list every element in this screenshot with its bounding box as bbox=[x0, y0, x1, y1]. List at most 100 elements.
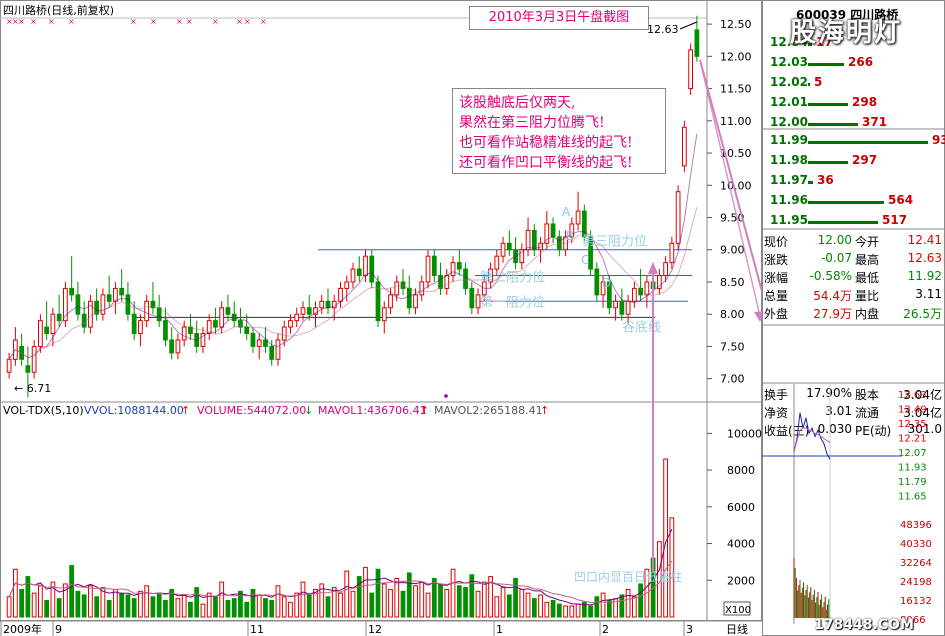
vol-tick-label: 8000 bbox=[727, 464, 755, 477]
price-tick-label: 7.50 bbox=[720, 340, 745, 353]
candle-body bbox=[138, 320, 143, 335]
candle-body bbox=[363, 255, 368, 277]
volume-bar bbox=[513, 577, 518, 618]
candle-body bbox=[188, 326, 193, 335]
candle-body bbox=[75, 294, 81, 315]
candle-body bbox=[388, 294, 393, 309]
mavol1-value: MAVOL1:436706.41 bbox=[318, 404, 427, 417]
volume-bar bbox=[519, 588, 525, 618]
candle-body bbox=[238, 320, 243, 328]
intraday-vol-tick: 32264 bbox=[900, 558, 932, 569]
high-pointer bbox=[679, 21, 698, 30]
quote-value: 27.9万 bbox=[813, 307, 852, 321]
r1-label: 第一阻力位 bbox=[480, 295, 545, 310]
candle-body bbox=[219, 307, 225, 328]
volume-bar bbox=[125, 594, 131, 618]
candle-body bbox=[313, 307, 318, 315]
order-book-row: 11.98 297 bbox=[762, 153, 945, 171]
order-volume: 564 bbox=[888, 193, 914, 207]
x-tick-label: 3 bbox=[686, 623, 693, 636]
volume-bar bbox=[444, 588, 450, 618]
volume-bar bbox=[619, 594, 625, 618]
candle-body bbox=[325, 300, 331, 309]
volume-bar bbox=[169, 588, 175, 618]
signal-mark: × bbox=[212, 17, 219, 26]
candle-body bbox=[663, 262, 668, 277]
volume-bar bbox=[38, 585, 43, 618]
volume-bar bbox=[88, 585, 93, 618]
candle-body bbox=[444, 275, 450, 289]
candle-body bbox=[569, 223, 575, 238]
order-volume: 934 bbox=[932, 133, 945, 147]
volume-bar bbox=[600, 592, 606, 618]
price-tick-label: 11.00 bbox=[720, 115, 752, 128]
intraday-price-tick: 12.49 bbox=[898, 405, 927, 416]
volume-bar bbox=[488, 576, 493, 618]
order-volume: 266 bbox=[848, 55, 874, 69]
volume-bar bbox=[469, 574, 475, 618]
candle-body bbox=[344, 281, 350, 289]
x-tick-label: 2 bbox=[602, 623, 609, 636]
volume-bar bbox=[75, 590, 81, 618]
candle-body bbox=[206, 320, 212, 335]
volume-bar bbox=[363, 566, 368, 618]
quote-label: 净资 bbox=[764, 406, 789, 420]
volume-bar bbox=[481, 581, 487, 618]
quote-label: 涨幅 bbox=[764, 271, 789, 285]
volume-value: VOLUME:544072.00 bbox=[197, 404, 306, 417]
volume-bar bbox=[219, 581, 225, 618]
candle-body bbox=[606, 281, 612, 309]
volume-bar bbox=[456, 585, 462, 618]
candle-body bbox=[181, 326, 187, 341]
candle-body bbox=[550, 223, 556, 238]
signal-mark: × bbox=[68, 17, 75, 26]
analysis-callout: 该股触底后仅两天, 果然在第三阻力位腾飞! 也可看作站稳精准线的起飞! 还可看作… bbox=[452, 88, 666, 174]
vol-tick-label: 6000 bbox=[727, 501, 755, 514]
quote-panel: 600039 四川路桥 12.04 17 12.03 266 12.02 5 12.01 29… bbox=[762, 0, 945, 636]
volume-note: 凹口内显百日低量柱 bbox=[574, 569, 682, 584]
order-volume: 5 bbox=[814, 75, 823, 89]
candle-body bbox=[544, 223, 550, 244]
candle-body bbox=[369, 255, 375, 283]
candle-body bbox=[394, 281, 400, 296]
volume-bar bbox=[50, 581, 56, 618]
candle-body bbox=[63, 287, 68, 322]
volume-bar bbox=[413, 585, 418, 618]
candle-body bbox=[44, 326, 50, 335]
volume-bar bbox=[425, 592, 431, 618]
x-tick-label: 11 bbox=[250, 623, 264, 636]
quote-label: 换手 bbox=[764, 388, 789, 402]
quote-row: 外盘 27.9万 内盘 26.5万 bbox=[762, 305, 945, 325]
point-label: A bbox=[562, 205, 571, 219]
volume-bar bbox=[163, 599, 168, 618]
signal-mark: × bbox=[186, 17, 193, 26]
order-volume: 36 bbox=[817, 173, 834, 187]
intraday-vol-tick: 48396 bbox=[900, 520, 932, 531]
volume-bar bbox=[94, 596, 100, 618]
candle-body bbox=[494, 255, 500, 270]
volume-bar bbox=[631, 596, 637, 618]
r2-label: 第二阻力位 bbox=[480, 271, 545, 286]
candle-body bbox=[175, 339, 181, 354]
volume-bar bbox=[181, 594, 187, 618]
signal-mark: × bbox=[30, 17, 37, 26]
intraday-vol-tick: 24198 bbox=[900, 577, 932, 588]
volume-bar bbox=[269, 599, 275, 618]
signal-mark: × bbox=[176, 17, 183, 26]
candle-body bbox=[419, 281, 425, 296]
order-price: 11.95 bbox=[770, 213, 808, 227]
vol-scale-box bbox=[723, 601, 751, 616]
candle-body bbox=[338, 287, 343, 302]
volume-bar bbox=[6, 596, 12, 618]
candle-body bbox=[150, 300, 156, 309]
signal-mark: × bbox=[12, 17, 19, 26]
quote-row: 现价 12.00 今开 12.41 bbox=[762, 233, 945, 253]
candle-body bbox=[656, 275, 662, 289]
volume-bar bbox=[175, 598, 181, 618]
candle-body bbox=[231, 313, 237, 322]
volume-bar bbox=[394, 577, 400, 618]
volume-bar bbox=[475, 590, 481, 618]
intraday-price-tick: 12.63 bbox=[898, 390, 927, 401]
volume-bar bbox=[669, 517, 675, 618]
capture-title: 2010年3月3日午盘截图 bbox=[469, 6, 649, 30]
